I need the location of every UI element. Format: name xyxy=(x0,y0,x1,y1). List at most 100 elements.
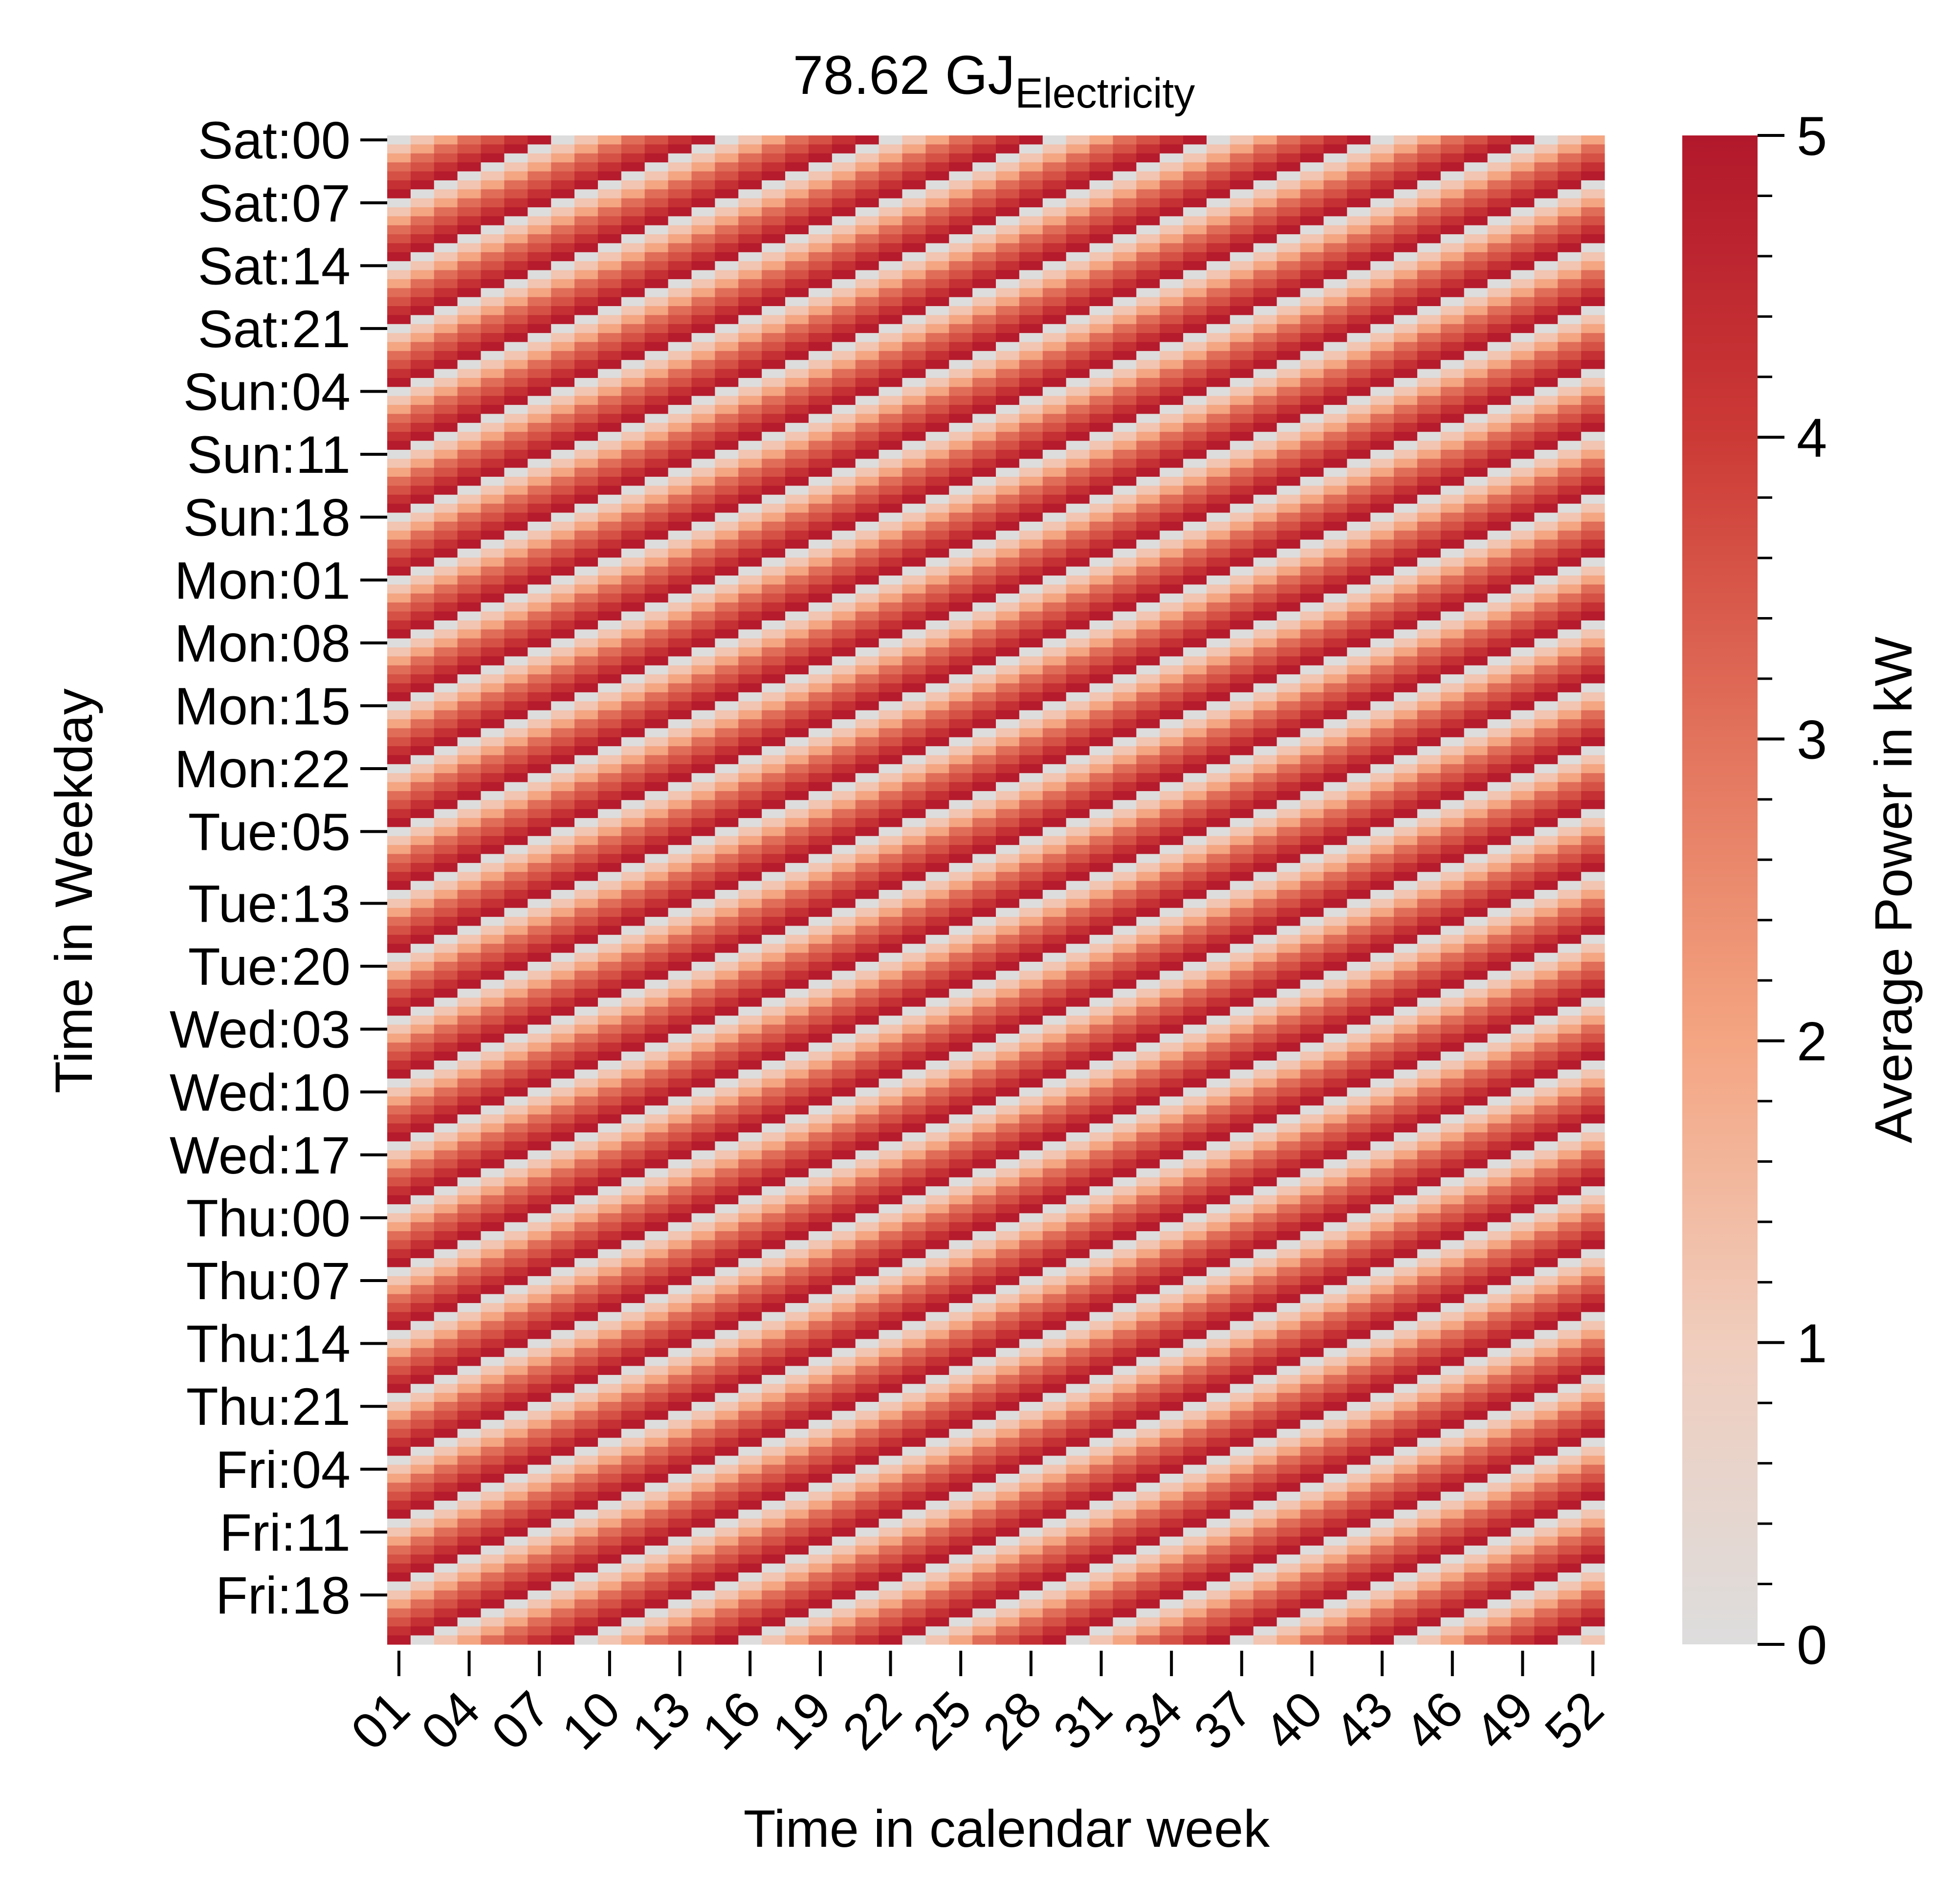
heatmap-cell xyxy=(972,243,996,253)
heatmap-cell xyxy=(504,1384,528,1394)
heatmap-cell xyxy=(949,1456,973,1465)
heatmap-cell xyxy=(574,1132,598,1142)
heatmap-cell xyxy=(902,683,926,693)
heatmap-cell xyxy=(762,144,786,154)
heatmap-cell xyxy=(785,1464,809,1474)
heatmap-cell xyxy=(597,710,622,720)
heatmap-cell xyxy=(434,1438,458,1447)
heatmap-cell xyxy=(574,243,598,253)
heatmap-cell xyxy=(925,252,949,262)
heatmap-cell xyxy=(996,1357,1020,1367)
heatmap-cell xyxy=(902,827,926,837)
heatmap-cell xyxy=(902,1374,926,1384)
heatmap-cell xyxy=(434,521,458,531)
heatmap-cell xyxy=(691,791,715,800)
heatmap-cell xyxy=(481,1419,505,1429)
heatmap-cell xyxy=(410,701,435,711)
heatmap-cell xyxy=(504,773,528,783)
heatmap-cell xyxy=(996,602,1020,612)
heatmap-cell xyxy=(387,1016,411,1025)
heatmap-cell xyxy=(996,512,1020,522)
heatmap-cell xyxy=(855,872,880,882)
heatmap-cell xyxy=(1066,1141,1090,1151)
heatmap-cell xyxy=(457,1357,482,1367)
heatmap-cell xyxy=(762,629,786,639)
heatmap-cell xyxy=(762,324,786,333)
heatmap-cell xyxy=(715,1312,739,1322)
heatmap-cell xyxy=(644,1204,669,1214)
heatmap-cell xyxy=(738,1402,762,1412)
heatmap-cell xyxy=(644,1617,669,1627)
heatmap-cell xyxy=(715,1374,739,1384)
heatmap-cell xyxy=(1042,1599,1067,1609)
heatmap-cell xyxy=(668,1509,692,1519)
heatmap-cell xyxy=(574,216,598,226)
heatmap-cell xyxy=(504,324,528,333)
heatmap-cell xyxy=(668,602,692,612)
heatmap-cell xyxy=(621,512,645,522)
heatmap-cell xyxy=(434,961,458,971)
heatmap-cell xyxy=(715,899,739,908)
heatmap-cell xyxy=(1019,881,1043,890)
heatmap-cell xyxy=(410,1509,435,1519)
heatmap-cell xyxy=(434,1590,458,1600)
heatmap-cell xyxy=(902,216,926,226)
heatmap-cell xyxy=(481,1006,505,1016)
heatmap-cell xyxy=(832,1536,856,1546)
heatmap-cell xyxy=(808,1016,833,1025)
heatmap-cell xyxy=(528,1402,551,1412)
heatmap-cell xyxy=(434,1563,458,1573)
heatmap-cell xyxy=(621,1114,645,1124)
heatmap-cell xyxy=(668,288,692,298)
heatmap-cell xyxy=(738,1231,762,1240)
heatmap-cell xyxy=(387,1069,411,1079)
heatmap-cell xyxy=(504,225,528,235)
heatmap-cell xyxy=(855,1096,880,1106)
heatmap-cell xyxy=(528,809,551,819)
heatmap-cell xyxy=(738,225,762,235)
heatmap-cell xyxy=(762,782,786,792)
heatmap-cell xyxy=(715,449,739,459)
heatmap-cell xyxy=(691,1303,715,1312)
heatmap-cell xyxy=(715,674,739,684)
heatmap-cell xyxy=(855,1033,880,1043)
heatmap-cell xyxy=(879,1132,903,1142)
heatmap-cell xyxy=(949,1536,973,1546)
heatmap-cell xyxy=(387,1635,411,1645)
heatmap-cell xyxy=(574,1168,598,1178)
heatmap-cell xyxy=(855,396,880,405)
heatmap-cell xyxy=(996,449,1020,459)
heatmap-cell xyxy=(551,737,575,747)
heatmap-cell xyxy=(715,917,739,927)
heatmap-cell xyxy=(785,1033,809,1043)
heatmap-cell xyxy=(925,1195,949,1205)
heatmap-cell xyxy=(410,1626,435,1636)
heatmap-cell xyxy=(574,432,598,442)
heatmap-cell xyxy=(925,961,949,971)
heatmap-cell xyxy=(574,557,598,567)
heatmap-cell xyxy=(410,647,435,657)
heatmap-cell xyxy=(457,1195,482,1205)
heatmap-cell xyxy=(879,728,903,738)
heatmap-cell xyxy=(996,1249,1020,1259)
heatmap-cell xyxy=(808,881,833,890)
heatmap-cell xyxy=(785,764,809,774)
heatmap-cell xyxy=(528,800,551,810)
heatmap-cell xyxy=(574,333,598,343)
heatmap-cell xyxy=(808,539,833,549)
heatmap-cell xyxy=(387,746,411,756)
heatmap-cell xyxy=(691,1608,715,1618)
heatmap-cell xyxy=(715,1168,739,1178)
heatmap-cell xyxy=(902,333,926,343)
heatmap-cell xyxy=(902,1617,926,1627)
heatmap-cell xyxy=(902,1411,926,1420)
heatmap-cell xyxy=(387,1006,411,1016)
heatmap-cell xyxy=(902,1114,926,1124)
heatmap-cell xyxy=(434,1303,458,1312)
heatmap-cell xyxy=(972,441,996,450)
heatmap-cell xyxy=(410,279,435,288)
heatmap-cell xyxy=(597,1464,622,1474)
heatmap-cell xyxy=(644,1061,669,1070)
heatmap-cell xyxy=(434,710,458,720)
heatmap-cell xyxy=(621,521,645,531)
